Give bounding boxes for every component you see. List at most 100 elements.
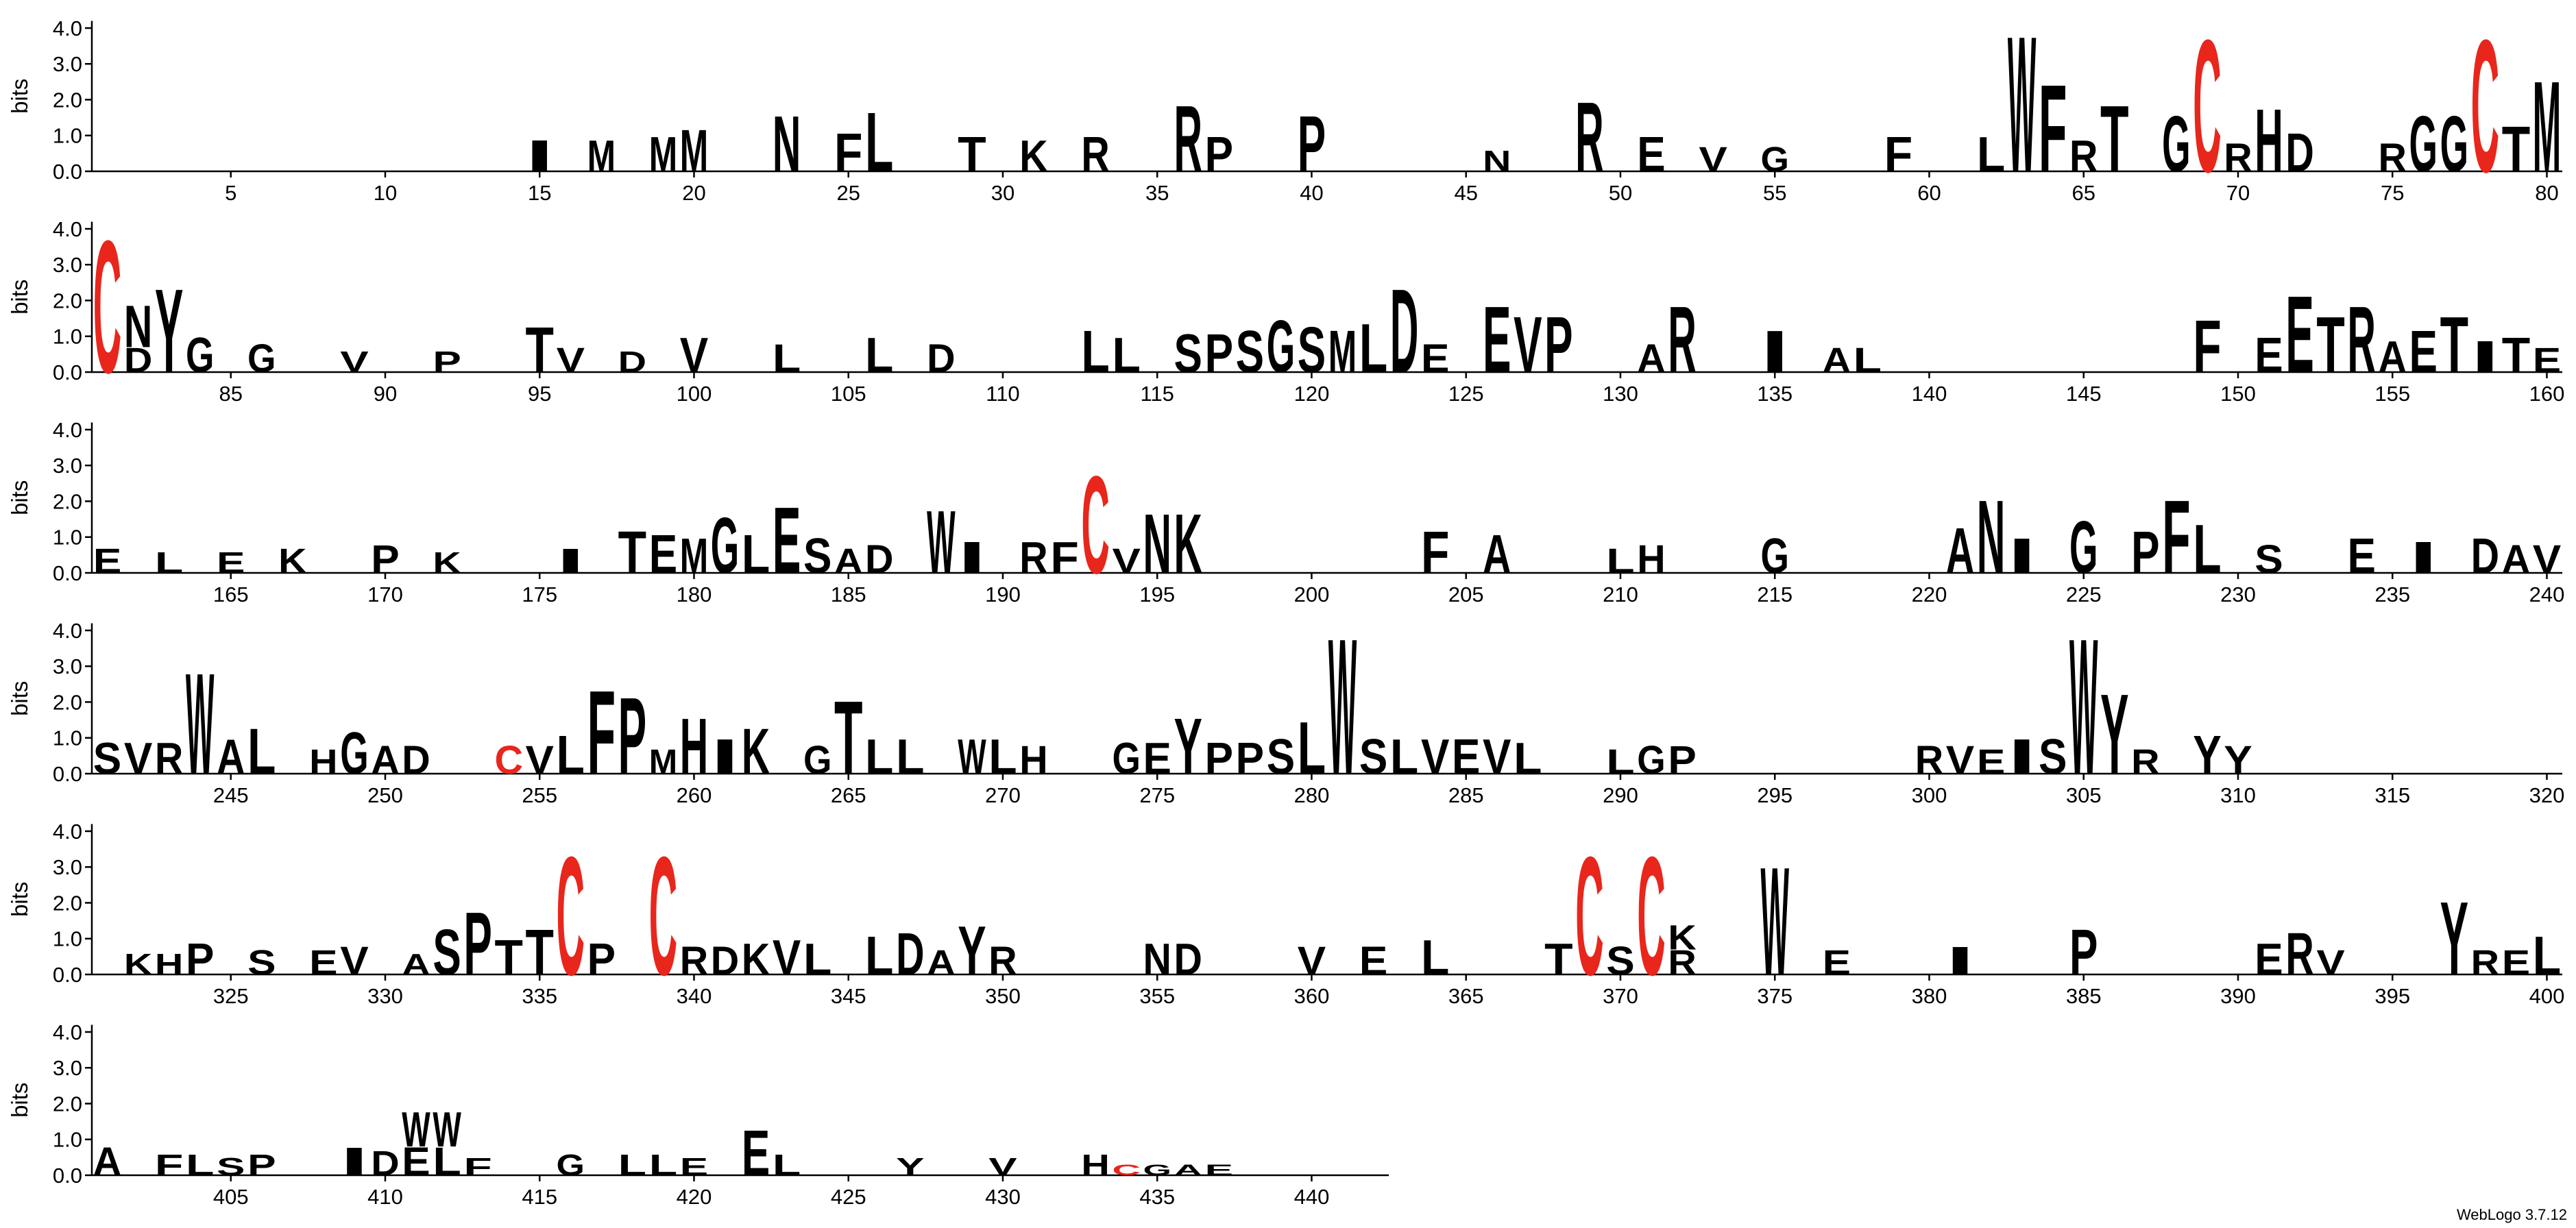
letter-group: L — [1112, 327, 1140, 382]
letter-group: I — [711, 728, 739, 784]
letter-group: V — [2533, 537, 2561, 582]
letter-group: S — [1359, 728, 1387, 784]
x-tick-label: 350 — [985, 984, 1021, 1008]
logo-letter: P — [1236, 733, 1264, 783]
x-tick-label: 165 — [213, 582, 249, 606]
x-tick-label: 225 — [2066, 582, 2102, 606]
x-tick-label: 410 — [367, 1185, 403, 1209]
logo-letter: W — [1761, 835, 1790, 1007]
logo-letter: R — [2224, 136, 2252, 180]
letter-group: R — [155, 733, 183, 783]
logo-letter: H — [309, 742, 337, 781]
logo-letter: K — [742, 715, 770, 788]
logo-letter: V — [1421, 728, 1449, 784]
y-tick-label: 1.0 — [53, 325, 82, 349]
logo-letter: N — [1143, 934, 1171, 984]
letter-group: K — [433, 546, 461, 580]
logo-letter: C — [1575, 822, 1603, 1010]
letter-group: E — [1637, 126, 1665, 182]
logo-letter: R — [2471, 943, 2499, 982]
logo-letter: A — [2379, 332, 2407, 382]
x-tick-label: 230 — [2220, 582, 2256, 606]
logo-letter: E — [773, 487, 801, 593]
logo-letter: M — [1328, 318, 1357, 385]
logo-letter: K — [1019, 131, 1047, 181]
letter-group: T — [2502, 113, 2530, 186]
logo-letter: E — [1823, 943, 1851, 982]
logo-letter: E — [1359, 939, 1387, 983]
logo-letter: D — [896, 920, 924, 987]
logo-letter: T — [834, 680, 862, 796]
y-tick-label: 2.0 — [53, 288, 82, 312]
logo-letter: A — [217, 728, 245, 784]
letter-group: R — [2379, 136, 2407, 180]
letter-group: A — [927, 943, 955, 982]
logo-letter: V — [2533, 537, 2561, 582]
letter-group: M — [2533, 55, 2561, 199]
logo-letter: T — [2100, 86, 2128, 192]
x-tick-label: 195 — [1139, 582, 1175, 606]
logo-letter: W — [958, 728, 986, 784]
logo-letter: E — [680, 1153, 708, 1181]
logo-letter: D — [2471, 528, 2499, 583]
letter-group: S — [247, 943, 276, 982]
letter-group: C — [1575, 822, 1603, 1010]
x-tick-label: 155 — [2374, 382, 2410, 406]
logo-letter: A — [1174, 1162, 1202, 1178]
letter-group: I — [1946, 939, 1974, 983]
logo-letter: E — [1977, 742, 2005, 781]
y-axis-label: bits — [7, 882, 32, 917]
logo-letter: R — [1668, 943, 1696, 982]
letter-group: I — [2471, 332, 2499, 382]
letter-group: E — [1483, 286, 1511, 393]
logo-letter: I — [2008, 728, 2036, 784]
logo-letter: L — [649, 1149, 677, 1182]
letter-group: F — [2162, 479, 2190, 595]
letter-group: L — [618, 1149, 646, 1182]
letter-group: P — [1236, 733, 1264, 783]
logo-letter: L — [557, 725, 585, 786]
logo-letter: M — [587, 131, 616, 181]
letter-group: V — [340, 939, 368, 983]
logo-letter: D — [1174, 934, 1202, 984]
letter-group: A — [93, 1140, 121, 1184]
logo-letter: F — [2193, 305, 2221, 389]
logo-letter: V — [124, 733, 152, 783]
logo-letter: F — [2162, 479, 2190, 595]
logo-letter: I — [1946, 939, 1974, 983]
letter-group: R — [1668, 286, 1696, 393]
letter-group: L — [1081, 318, 1109, 385]
letter-group: A — [1637, 336, 1665, 381]
letter-group: C — [1112, 1162, 1140, 1178]
letter-group: G — [803, 738, 831, 783]
letter-group: C — [2193, 0, 2221, 211]
letter-group: T — [526, 314, 554, 386]
logo-letter: N — [1483, 145, 1511, 178]
y-tick-label: 2.0 — [53, 1092, 82, 1116]
x-tick-label: 25 — [836, 181, 860, 205]
logo-letter: E — [2347, 528, 2375, 583]
x-tick-label: 400 — [2529, 984, 2565, 1008]
logo-letter: A — [1823, 341, 1851, 380]
logo-letter: N — [1977, 479, 2005, 595]
letter-group: L — [247, 715, 276, 788]
logo-letter: L — [1359, 310, 1387, 387]
letter-group: R — [680, 939, 708, 983]
letter-group: H — [1081, 1149, 1109, 1182]
letter-group: Y — [155, 265, 183, 398]
logo-letter: D — [402, 738, 430, 783]
logo-letter: T — [2502, 327, 2530, 382]
logo-letter: L — [865, 327, 893, 382]
logo-letter: G — [1143, 1162, 1171, 1178]
letter-group: E — [2409, 318, 2438, 385]
letter-group: F — [1421, 519, 1449, 586]
logo-letter: Y — [2440, 881, 2468, 997]
letter-group: W — [2069, 598, 2098, 815]
letter-group: S — [1267, 728, 1295, 784]
letter-group: P — [371, 537, 399, 582]
letter-group: R — [1575, 82, 1603, 193]
letter-group: P — [2131, 519, 2159, 586]
logo-letter: P — [371, 537, 399, 582]
x-tick-label: 45 — [1454, 181, 1477, 205]
letter-group: M — [680, 528, 708, 583]
